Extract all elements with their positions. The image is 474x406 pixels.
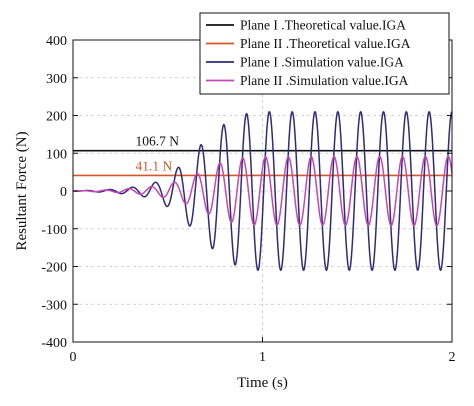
legend-entry-1: Plane I .Theoretical value.IGA: [240, 18, 406, 33]
legend-box: [199, 12, 450, 95]
x-tick-label: 1: [259, 350, 266, 365]
plot-area: 106.7 N 41.1 N -400 -300 -200 -100 0 100 200 300…: [41, 34, 455, 365]
series-line-4: [72, 155, 453, 227]
legend-entry-3: Plane I .Simulation value.IGA: [240, 55, 404, 70]
y-tick-label: -400: [41, 336, 67, 351]
annotation-label-1: 106.7 N: [136, 134, 180, 149]
x-axis-label: Time (s): [237, 375, 288, 391]
annotation-label-2: 41.1 N: [136, 158, 173, 173]
legend-entry-2: Plane II .Theoretical value.IGA: [240, 36, 411, 51]
y-tick-label: -100: [41, 223, 67, 238]
y-tick-label: 400: [46, 34, 67, 49]
series-layer: [72, 110, 453, 272]
y-tick-label: 300: [46, 72, 67, 87]
y-tick-label: 200: [46, 110, 67, 125]
y-tick-label: -200: [41, 261, 67, 276]
x-tick-label: 2: [449, 350, 456, 365]
series-line-3: [72, 110, 453, 272]
legend-entry-4: Plane II .Simulation value.IGA: [240, 73, 409, 88]
annotations: 106.7 N 41.1 N: [136, 134, 180, 174]
y-axis-label: Resultant Force (N): [14, 131, 30, 250]
x-tick-label: 0: [70, 350, 77, 365]
y-tick-label: 100: [46, 147, 67, 162]
ticks: -400 -300 -200 -100 0 100 200 300 400 0 1 2: [41, 34, 455, 365]
y-tick-label: 0: [60, 185, 67, 200]
legend: Plane I .Theoretical value.IGA Plane II .…: [199, 12, 450, 95]
y-tick-label: -300: [41, 298, 67, 313]
